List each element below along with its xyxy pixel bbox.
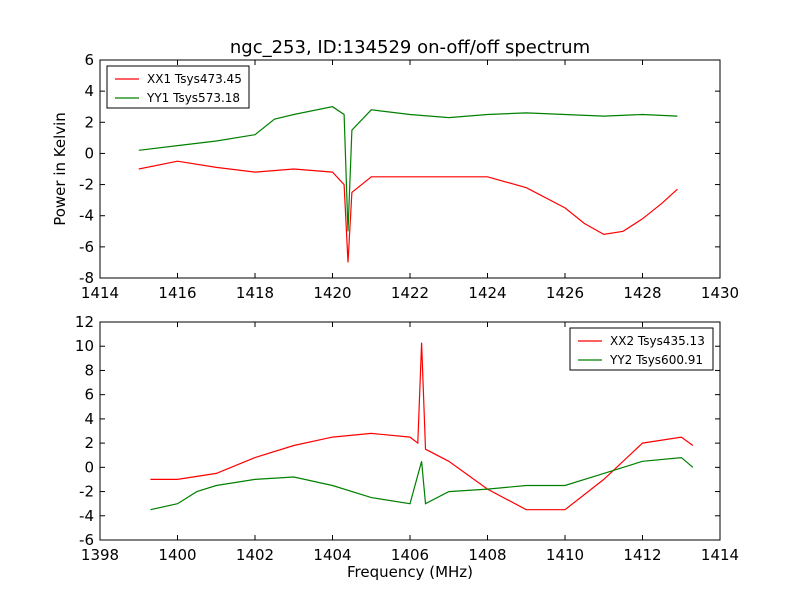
top-y-tick-label: 0 — [84, 144, 94, 162]
bottom-y-tick-label: -4 — [79, 507, 94, 525]
bottom-series-line-1 — [150, 342, 694, 511]
bottom-y-tick-label: 8 — [84, 361, 94, 379]
bottom-x-tick-label: 1400 — [158, 546, 196, 564]
bottom-y-tick-label: 4 — [84, 410, 94, 428]
bottom-y-tick-label: 6 — [84, 386, 94, 404]
top-chart-title: ngc_253, ID:134529 on-off/off spectrum — [230, 37, 590, 58]
bottom-x-tick-label: 1410 — [546, 546, 584, 564]
top-y-tick-label: -4 — [79, 207, 94, 225]
bottom-x-tick-label: 1412 — [623, 546, 661, 564]
bottom-x-tick-label: 1414 — [701, 546, 739, 564]
top-x-tick-label: 1418 — [236, 284, 274, 302]
top-x-tick-label: 1426 — [546, 284, 584, 302]
bottom-legend-box — [569, 327, 714, 371]
top-x-tick-label: 1420 — [313, 284, 351, 302]
top-y-tick-label: 4 — [84, 82, 94, 100]
top-x-tick-label: 1416 — [158, 284, 196, 302]
top-x-tick-label: 1422 — [391, 284, 429, 302]
top-legend-box — [106, 65, 250, 109]
top-legend: XX1 Tsys473.45 YY1 Tsys573.18 — [106, 65, 250, 109]
top-y-tick-label: 6 — [84, 51, 94, 69]
bottom-legend-label-2: YY2 Tsys600.91 — [609, 353, 703, 367]
bottom-y-tick-label: 2 — [84, 434, 94, 452]
bottom-legend: XX2 Tsys435.13 YY2 Tsys600.91 — [569, 327, 714, 371]
top-y-tick-label: 2 — [84, 113, 94, 131]
top-series-line-2 — [138, 106, 678, 232]
top-legend-label-1: XX1 Tsys473.45 — [147, 72, 242, 86]
top-y-axis-title: Power in Kelvin — [51, 112, 69, 226]
top-y-tick-label: -6 — [79, 238, 94, 256]
bottom-series-line-2 — [150, 456, 694, 511]
top-legend-label-2: YY1 Tsys573.18 — [146, 91, 240, 105]
bottom-y-tick-label: -6 — [79, 531, 94, 549]
top-y-tick-label: -2 — [79, 176, 94, 194]
top-x-tick-label: 1414 — [81, 284, 119, 302]
bottom-y-tick-label: 0 — [84, 458, 94, 476]
top-series-line-1 — [138, 160, 678, 263]
bottom-x-tick-label: 1402 — [236, 546, 274, 564]
bottom-y-tick-label: -2 — [79, 483, 94, 501]
bottom-x-tick-label: 1406 — [391, 546, 429, 564]
top-x-tick-label: 1430 — [701, 284, 739, 302]
bottom-legend-label-1: XX2 Tsys435.13 — [610, 334, 705, 348]
top-x-tick-label: 1424 — [468, 284, 506, 302]
bottom-x-tick-label: 1404 — [313, 546, 351, 564]
bottom-x-tick-label: 1398 — [81, 546, 119, 564]
bottom-chart: 1398 1400 1402 1404 1406 1408 1410 1412 1414 -6 -4… — [75, 313, 739, 564]
bottom-y-tick-label: 10 — [75, 337, 94, 355]
bottom-y-tick-label: 12 — [75, 313, 94, 331]
bottom-x-tick-label: 1408 — [468, 546, 506, 564]
bottom-x-axis-title: Frequency (MHz) — [347, 563, 473, 581]
top-y-tick-label: -8 — [79, 269, 94, 287]
top-x-tick-label: 1428 — [623, 284, 661, 302]
top-chart: 1414 1416 1418 1420 1422 1424 1426 1428 1430 -8 -6… — [79, 51, 739, 302]
